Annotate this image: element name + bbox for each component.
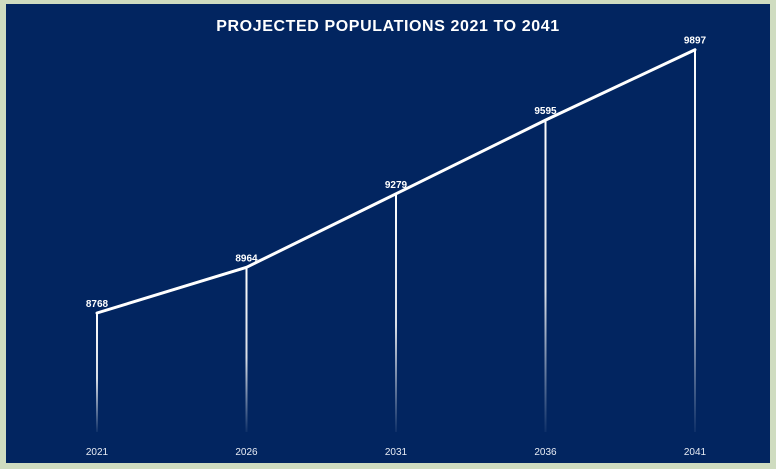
drop-line-2031	[395, 193, 397, 432]
x-tick-2021: 2021	[86, 447, 109, 458]
drop-line-2036	[544, 120, 547, 432]
x-tick-2041: 2041	[684, 447, 707, 458]
x-tick-2036: 2036	[534, 447, 557, 458]
drop-line-2026	[245, 267, 248, 432]
value-label-2031: 9279	[385, 180, 408, 191]
value-label-2036: 9595	[534, 106, 557, 117]
value-labels: 8768 8964 9279 9595 9897	[86, 36, 707, 310]
drop-lines	[96, 49, 696, 433]
x-tick-2031: 2031	[385, 447, 408, 458]
drop-line-2041	[694, 49, 696, 433]
value-label-2021: 8768	[86, 299, 109, 310]
chart-title: PROJECTED POPULATIONS 2021 TO 2041	[216, 18, 560, 35]
x-tick-2026: 2026	[235, 447, 258, 458]
drop-line-2021	[96, 313, 98, 432]
chart-panel	[6, 4, 770, 463]
x-axis-ticks: 2021 2026 2031 2036 2041	[86, 447, 707, 458]
series-line	[95, 48, 697, 315]
value-label-2041: 9897	[684, 36, 707, 47]
value-label-2026: 8964	[235, 253, 258, 264]
